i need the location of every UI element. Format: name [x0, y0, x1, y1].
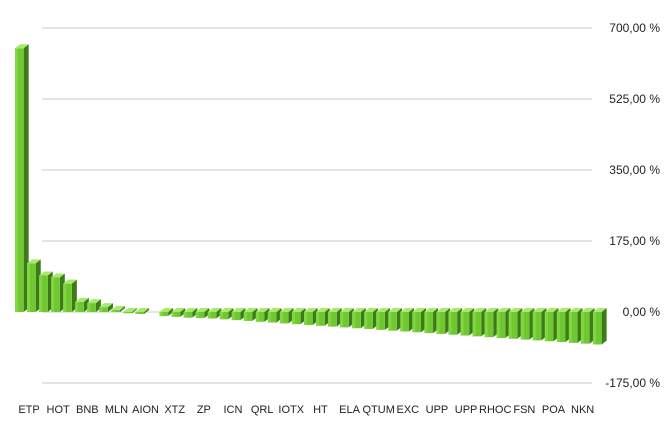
x-category-label: NKN — [571, 404, 594, 416]
bar — [279, 308, 294, 324]
x-category-label: ZP — [197, 404, 211, 416]
bar — [592, 308, 607, 345]
bar — [303, 308, 318, 325]
x-category-label: ICN — [224, 404, 243, 416]
x-category-label: MLN — [105, 404, 128, 416]
bar — [328, 308, 342, 327]
bar — [340, 308, 354, 328]
bar — [195, 308, 210, 319]
bar — [580, 308, 595, 344]
bar — [171, 308, 186, 317]
x-category-label: RHOC — [479, 404, 511, 416]
bar — [376, 308, 390, 330]
x-category-label: QTUM — [362, 404, 394, 416]
bar — [400, 308, 414, 332]
bar — [508, 308, 523, 339]
y-tick-label: -175,00 % — [605, 376, 660, 390]
bar — [436, 308, 451, 334]
x-category-label: IOTX — [278, 404, 304, 416]
bar — [219, 308, 234, 320]
bar — [472, 308, 487, 337]
bar — [460, 308, 475, 336]
y-tick-label: 175,00 % — [609, 234, 660, 248]
bar — [123, 308, 138, 314]
x-category-label: EXC — [397, 404, 420, 416]
bar — [520, 308, 535, 340]
bar — [243, 308, 258, 321]
bar — [532, 308, 547, 341]
y-axis-tick-labels: 700,00 % 525,00 % 350,00 % 175,00 % 0,00 % -1… — [605, 21, 660, 390]
x-category-label: ELA — [339, 404, 360, 416]
x-category-label: HOT — [47, 404, 71, 416]
bar — [424, 308, 439, 334]
x-category-label: ETP — [18, 404, 39, 416]
bar — [111, 305, 125, 312]
x-category-label: POA — [542, 404, 566, 416]
x-category-label: HT — [313, 404, 328, 416]
x-category-label: AION — [132, 404, 159, 416]
bar — [267, 308, 282, 323]
x-category-label: QRL — [251, 404, 274, 416]
bar — [568, 308, 583, 343]
bar — [448, 308, 463, 335]
bar — [388, 308, 402, 331]
bar — [231, 308, 246, 321]
y-tick-label: 350,00 % — [609, 163, 660, 177]
bar — [496, 308, 511, 338]
y-tick-label: 700,00 % — [609, 21, 660, 35]
y-tick-label: 525,00 % — [609, 92, 660, 106]
bar — [316, 308, 330, 326]
bar — [183, 308, 198, 318]
bar — [556, 308, 571, 343]
bar — [135, 308, 150, 315]
bar — [159, 308, 174, 317]
bar — [484, 308, 499, 338]
x-category-label: BNB — [76, 404, 99, 416]
x-category-label: UPP — [455, 404, 478, 416]
bar — [39, 271, 53, 312]
y-tick-label: 0,00 % — [623, 305, 661, 319]
bar — [15, 44, 29, 313]
bars — [15, 44, 607, 345]
bar — [544, 308, 559, 342]
bar — [364, 308, 378, 330]
bar — [27, 259, 41, 312]
bar — [63, 279, 77, 312]
bar — [51, 273, 65, 312]
bar — [207, 308, 222, 319]
x-category-label: UPP — [426, 404, 449, 416]
bar — [75, 297, 89, 312]
x-category-label: XTZ — [164, 404, 185, 416]
bar — [87, 299, 101, 312]
bar — [99, 303, 113, 312]
bar — [412, 308, 427, 333]
bar — [352, 308, 366, 329]
x-category-label: FSN — [513, 404, 535, 416]
x-axis-category-labels: ETP HOT BNB MLN AION XTZ ZP ICN QRL IOTX HT ELA QTUM… — [18, 404, 594, 416]
bar — [255, 308, 270, 322]
bar — [291, 308, 306, 325]
